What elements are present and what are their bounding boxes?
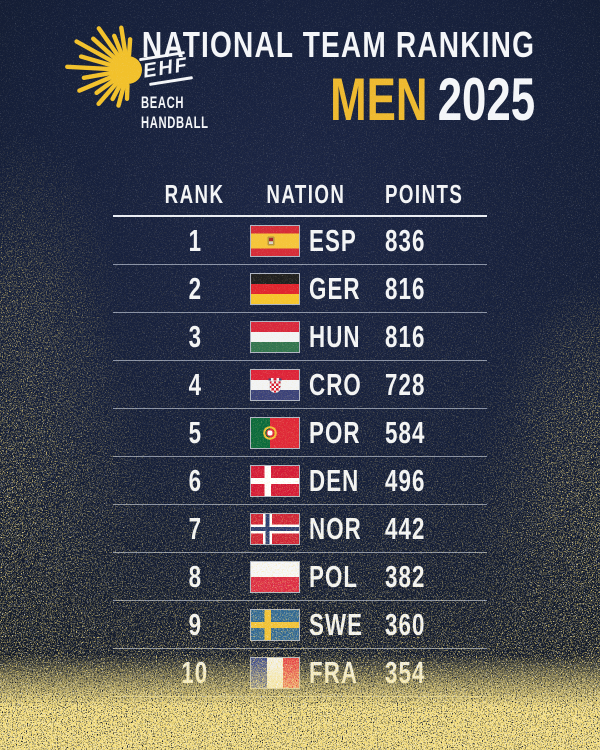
flag-hun-icon — [250, 321, 300, 353]
table-header: RANK NATION POINTS — [113, 173, 487, 217]
column-header-points: POINTS — [385, 178, 464, 209]
nation-code: ESP — [309, 222, 357, 258]
table-body: 1 ESP 836 2 GER 816 3 HUN 816 4 — [113, 217, 487, 697]
table-row: 1 ESP 836 — [113, 217, 487, 265]
points-value: 584 — [385, 414, 426, 450]
table-row: 3 HUN 816 — [113, 313, 487, 361]
nation-code: GER — [309, 270, 361, 306]
flag-pol-icon — [250, 561, 300, 593]
points-value: 442 — [385, 510, 426, 546]
nation-code: SWE — [309, 606, 364, 642]
flag-fra-icon — [250, 657, 300, 689]
table-row: 10 FRA 354 — [113, 649, 487, 697]
men-label: MEN — [329, 66, 428, 133]
flag-swe-icon — [250, 609, 300, 641]
column-header-nation: NATION — [266, 178, 346, 209]
nation-code: FRA — [309, 654, 359, 690]
table-row: 8 POL 382 — [113, 553, 487, 601]
table-row: 6 DEN 496 — [113, 457, 487, 505]
page-title: NATIONAL TEAM RANKING MEN 2025 — [31, 25, 535, 130]
table-row: 9 SWE 360 — [113, 601, 487, 649]
flag-nor-icon — [250, 513, 300, 545]
nation-code: POR — [309, 414, 361, 450]
flag-cro-icon — [250, 369, 300, 401]
subtitle-text: MEN 2025 — [167, 70, 535, 130]
table-row: 2 GER 816 — [113, 265, 487, 313]
nation-code: DEN — [309, 462, 360, 498]
points-value: 360 — [385, 606, 426, 642]
flag-ger-icon — [250, 273, 300, 305]
year-label: 2025 — [437, 66, 535, 133]
points-value: 496 — [385, 462, 426, 498]
points-value: 354 — [385, 654, 426, 690]
nation-code: HUN — [309, 318, 361, 354]
points-value: 816 — [385, 270, 426, 306]
nation-code: CRO — [309, 366, 362, 402]
flag-esp-icon — [250, 225, 300, 257]
ranking-table: RANK NATION POINTS 1 ESP 836 2 GER 816 3… — [113, 173, 487, 697]
points-value: 836 — [385, 222, 426, 258]
points-value: 816 — [385, 318, 426, 354]
flag-por-icon — [250, 417, 300, 449]
points-value: 382 — [385, 558, 426, 594]
table-row: 7 NOR 442 — [113, 505, 487, 553]
title-text: NATIONAL TEAM RANKING — [141, 24, 535, 65]
nation-code: POL — [309, 558, 359, 594]
nation-code: NOR — [309, 510, 362, 546]
flag-den-icon — [250, 465, 300, 497]
table-row: 4 CRO 728 — [113, 361, 487, 409]
points-value: 728 — [385, 366, 426, 402]
table-row: 5 POR 584 — [113, 409, 487, 457]
